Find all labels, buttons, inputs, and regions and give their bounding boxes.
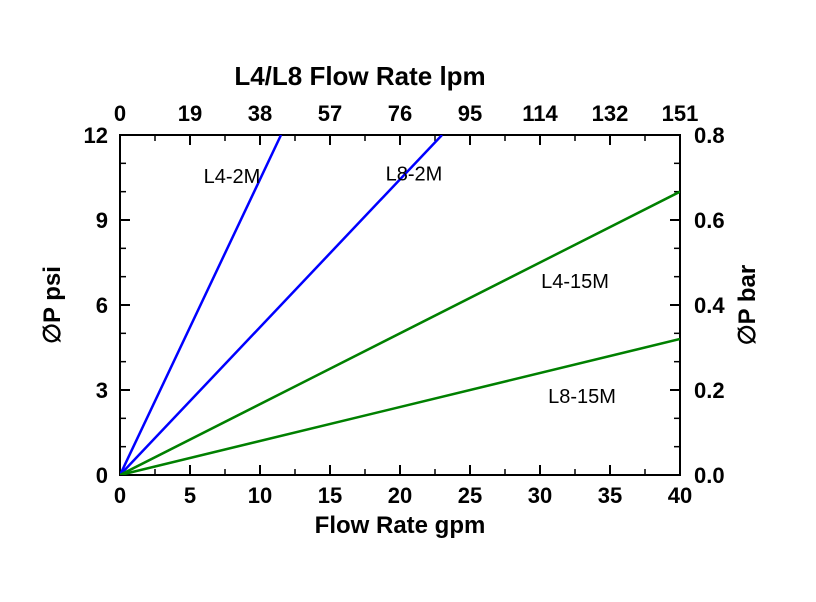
x-top-tick-label: 132 [592, 101, 629, 126]
y-right-tick-label: 0.6 [694, 208, 725, 233]
y-left-tick-label: 9 [96, 208, 108, 233]
chart-title-top: L4/L8 Flow Rate lpm [234, 61, 485, 91]
x-top-tick-label: 76 [388, 101, 412, 126]
x-bottom-tick-label: 0 [114, 483, 126, 508]
x-bottom-tick-label: 10 [248, 483, 272, 508]
x-top-tick-label: 151 [662, 101, 699, 126]
x-top-tick-label: 38 [248, 101, 272, 126]
y-right-tick-label: 0.4 [694, 293, 725, 318]
x-top-tick-label: 0 [114, 101, 126, 126]
y-right-tick-label: 0.2 [694, 378, 725, 403]
x-bottom-tick-label: 25 [458, 483, 482, 508]
y-left-tick-label: 12 [84, 123, 108, 148]
series-label: L4-2M [204, 166, 261, 188]
series-label: L8-15M [548, 386, 616, 408]
y-left-tick-label: 3 [96, 378, 108, 403]
y-right-label: ∅P bar [734, 265, 761, 346]
x-bottom-tick-label: 5 [184, 483, 196, 508]
x-top-tick-label: 19 [178, 101, 202, 126]
x-bottom-tick-label: 40 [668, 483, 692, 508]
y-right-tick-label: 0.8 [694, 123, 725, 148]
y-left-label: ∅P psi [39, 266, 66, 344]
chart-svg: 0510152025303540Flow Rate gpm01938577695… [0, 0, 816, 602]
flow-rate-chart: 0510152025303540Flow Rate gpm01938577695… [0, 0, 816, 602]
x-bottom-tick-label: 20 [388, 483, 412, 508]
y-left-tick-label: 6 [96, 293, 108, 318]
series-label: L4-15M [541, 271, 609, 293]
series-line [120, 192, 680, 475]
x-top-tick-label: 95 [458, 101, 482, 126]
x-bottom-label: Flow Rate gpm [315, 512, 486, 539]
x-top-tick-label: 57 [318, 101, 342, 126]
y-right-tick-label: 0.0 [694, 463, 725, 488]
x-bottom-tick-label: 15 [318, 483, 342, 508]
x-top-tick-label: 114 [522, 101, 558, 126]
x-bottom-tick-label: 30 [528, 483, 552, 508]
series-label: L8-2M [386, 163, 443, 185]
y-left-tick-label: 0 [96, 463, 108, 488]
series-line [120, 135, 442, 475]
x-bottom-tick-label: 35 [598, 483, 622, 508]
